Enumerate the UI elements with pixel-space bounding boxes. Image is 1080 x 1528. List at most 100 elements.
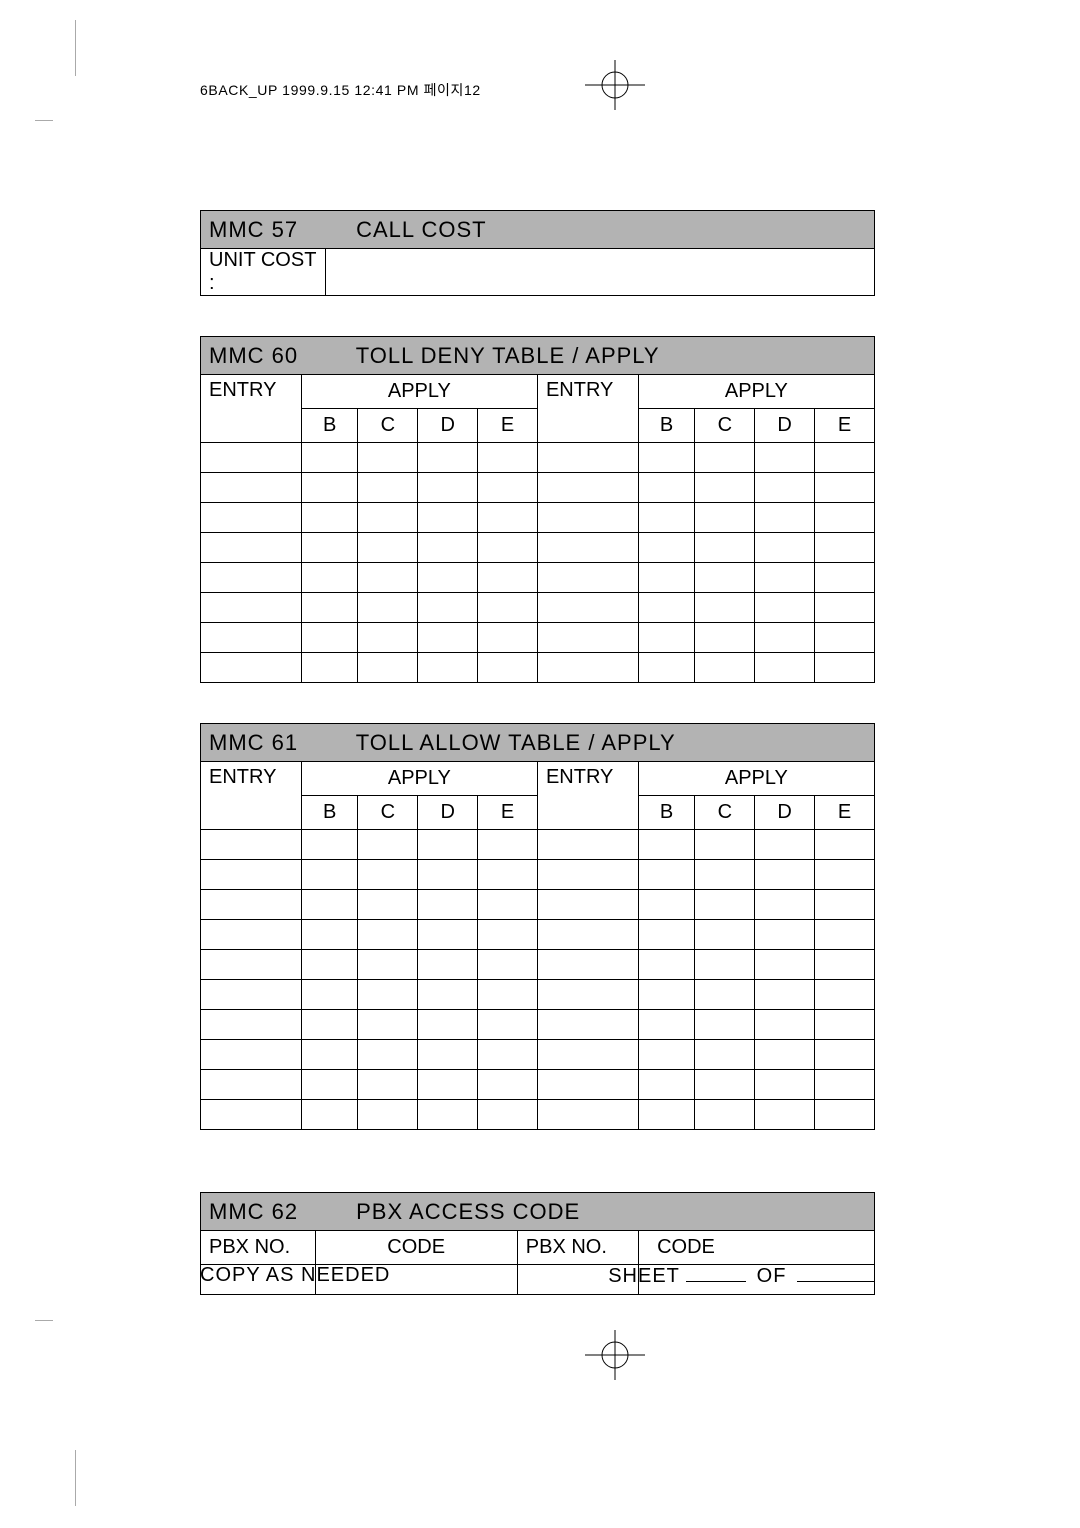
table-cell [201, 1100, 302, 1130]
table-cell [638, 1040, 695, 1070]
table-cell [695, 920, 755, 950]
table-cell [815, 860, 875, 890]
apply-col-header: D [418, 796, 478, 830]
table-cell [358, 593, 418, 623]
table-cell [201, 563, 302, 593]
table-cell [695, 623, 755, 653]
mmc62-code: MMC 62 [209, 1199, 349, 1225]
table-cell [358, 830, 418, 860]
table-cell [201, 890, 302, 920]
table-cell [815, 950, 875, 980]
apply-col-header: D [418, 409, 478, 443]
table-cell [418, 443, 478, 473]
table-cell [478, 920, 538, 950]
table-cell [638, 1100, 695, 1130]
table-cell [201, 1040, 302, 1070]
table-cell [537, 563, 638, 593]
table-cell [478, 980, 538, 1010]
apply-col-header: D [755, 409, 815, 443]
table-cell [695, 890, 755, 920]
apply-col-header: E [478, 796, 538, 830]
mmc61-title-cell: MMC 61 TOLL ALLOW TABLE / APPLY [201, 724, 875, 762]
table-cell [418, 1040, 478, 1070]
table-cell [695, 1040, 755, 1070]
table-cell [301, 1040, 358, 1070]
table-cell [815, 1010, 875, 1040]
table-cell [537, 890, 638, 920]
table-cell [638, 860, 695, 890]
table-cell [418, 503, 478, 533]
table-cell [418, 593, 478, 623]
page-root: 6BACK_UP 1999.9.15 12:41 PM 페이지12 MMC 57… [0, 0, 1080, 1528]
table-cell [478, 503, 538, 533]
table-cell [695, 593, 755, 623]
table-cell [358, 860, 418, 890]
table-cell [301, 563, 358, 593]
table-cell [537, 980, 638, 1010]
table-cell [815, 830, 875, 860]
table-row [201, 980, 875, 1010]
table-cell [201, 443, 302, 473]
table-cell [478, 563, 538, 593]
table-cell [537, 1070, 638, 1100]
table-cell [418, 533, 478, 563]
table-cell [695, 950, 755, 980]
mmc62-header-cell: CODE [315, 1231, 517, 1265]
table-cell [478, 890, 538, 920]
table-row [201, 563, 875, 593]
table-row [201, 473, 875, 503]
mmc62-title: PBX ACCESS CODE [356, 1199, 580, 1224]
table-cell [638, 473, 695, 503]
table-cell [755, 473, 815, 503]
table-cell [537, 860, 638, 890]
table-cell [358, 1040, 418, 1070]
table-cell [358, 1070, 418, 1100]
registration-mark-icon [585, 1330, 629, 1374]
table-cell [301, 653, 358, 683]
apply-col-header: C [358, 409, 418, 443]
table-cell [201, 503, 302, 533]
table-cell [638, 980, 695, 1010]
table-cell [201, 623, 302, 653]
mmc60-apply-header: APPLY [301, 375, 537, 409]
table-cell [301, 593, 358, 623]
table-cell [755, 443, 815, 473]
mmc57-title-cell: MMC 57 CALL COST [201, 211, 875, 249]
table-cell [301, 980, 358, 1010]
table-cell [695, 653, 755, 683]
table-cell [301, 1070, 358, 1100]
table-cell [815, 533, 875, 563]
table-cell [201, 860, 302, 890]
mmc60-title: TOLL DENY TABLE / APPLY [356, 343, 660, 368]
table-cell [301, 533, 358, 563]
mmc57-code: MMC 57 [209, 217, 349, 243]
table-row [201, 1100, 875, 1130]
table-cell [478, 593, 538, 623]
mmc62-title-cell: MMC 62 PBX ACCESS CODE [201, 1193, 875, 1231]
table-cell [478, 950, 538, 980]
table-cell [301, 950, 358, 980]
table-cell [755, 980, 815, 1010]
table-cell [815, 563, 875, 593]
apply-col-header: C [695, 796, 755, 830]
table-cell [478, 860, 538, 890]
table-cell [638, 890, 695, 920]
table-cell [755, 860, 815, 890]
table-cell [418, 980, 478, 1010]
table-cell [418, 950, 478, 980]
mmc57-unit-cost-value [325, 249, 874, 296]
table-cell [418, 653, 478, 683]
table-cell [418, 563, 478, 593]
table-cell [301, 890, 358, 920]
table-cell [537, 593, 638, 623]
apply-col-header: E [815, 409, 875, 443]
table-cell [638, 1010, 695, 1040]
table-cell [301, 860, 358, 890]
page-header-text: 6BACK_UP 1999.9.15 12:41 PM 페이지12 [200, 80, 875, 100]
footer-blank-1 [686, 1264, 746, 1282]
table-row [201, 443, 875, 473]
table-cell [755, 950, 815, 980]
table-cell [695, 830, 755, 860]
table-cell [418, 473, 478, 503]
table-cell [301, 443, 358, 473]
